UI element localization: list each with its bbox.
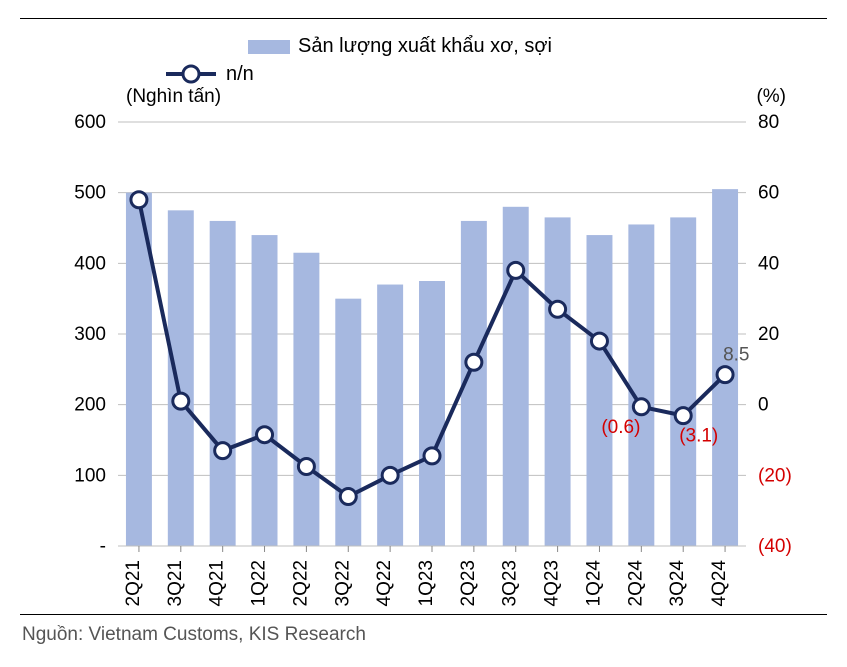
line-marker — [591, 333, 607, 349]
line-marker — [424, 448, 440, 464]
x-category: 3Q22 — [332, 560, 353, 606]
legend-line-marker — [183, 66, 199, 82]
y-right-tick: 0 — [758, 395, 769, 416]
x-category: 1Q23 — [416, 560, 437, 606]
bar — [419, 281, 445, 546]
bar — [628, 224, 654, 546]
y-left-tick: 600 — [74, 112, 106, 133]
legend: Sản lượng xuất khẩu xơ, sợi n/n — [166, 35, 552, 85]
x-category: 2Q24 — [625, 560, 646, 607]
bar — [335, 299, 361, 546]
y-right-tick: 80 — [758, 112, 779, 133]
x-category: 2Q21 — [123, 560, 144, 606]
y-left-tick: 500 — [74, 183, 106, 204]
y-right-tick: (40) — [758, 536, 792, 557]
x-category: 1Q24 — [583, 560, 604, 607]
data-label: (3.1) — [679, 426, 718, 447]
line-marker — [298, 459, 314, 475]
y-right-tick: 40 — [758, 253, 779, 274]
bar — [293, 253, 319, 546]
bar — [168, 210, 194, 546]
y-left-title: (Nghìn tấn) — [126, 86, 221, 107]
x-category: 3Q23 — [500, 560, 521, 606]
y-left-tick: 200 — [74, 395, 106, 416]
x-category: 2Q22 — [290, 560, 311, 606]
line-marker — [382, 467, 398, 483]
y-right-tick: 60 — [758, 183, 779, 204]
source-text: Nguồn: Vietnam Customs, KIS Research — [22, 624, 366, 646]
bar — [377, 285, 403, 546]
line-marker — [550, 301, 566, 317]
y-right-tick: (20) — [758, 465, 792, 486]
x-category: 2Q23 — [458, 560, 479, 606]
x-category: 3Q21 — [165, 560, 186, 606]
bar — [252, 235, 278, 546]
bar — [210, 221, 236, 546]
x-category: 4Q24 — [709, 560, 730, 607]
bar — [545, 217, 571, 546]
y-right-title: (%) — [756, 86, 786, 107]
line-marker — [257, 427, 273, 443]
x-category: 4Q23 — [542, 560, 563, 606]
data-label: 8.5 — [723, 345, 749, 366]
export-chart: - 100 200 300 400 500 600 (40) (20) 0 20 40 60 80 2Q21… — [0, 0, 847, 667]
line-marker — [466, 354, 482, 370]
line-marker — [508, 262, 524, 278]
bar — [503, 207, 529, 546]
line-marker — [633, 399, 649, 415]
chart-container: - 100 200 300 400 500 600 (40) (20) 0 20 40 60 80 2Q21… — [0, 0, 847, 667]
y-left-tick: 100 — [74, 465, 106, 486]
data-label: (0.6) — [601, 417, 640, 438]
line-marker — [675, 408, 691, 424]
bar — [586, 235, 612, 546]
y-left-tick: 300 — [74, 324, 106, 345]
bar — [670, 217, 696, 546]
x-category: 4Q21 — [207, 560, 228, 606]
bottom-rule — [20, 614, 827, 615]
x-category: 4Q22 — [374, 560, 395, 606]
top-rule — [20, 18, 827, 19]
line-marker — [173, 393, 189, 409]
legend-line-label: n/n — [226, 63, 254, 85]
x-category: 3Q24 — [667, 560, 688, 607]
line-marker — [131, 192, 147, 208]
x-category: 1Q22 — [249, 560, 270, 606]
legend-bar-swatch — [248, 40, 290, 54]
line-marker — [717, 367, 733, 383]
line-marker — [340, 489, 356, 505]
y-right-tick: 20 — [758, 324, 779, 345]
y-left-tick: 400 — [74, 253, 106, 274]
legend-bar-label: Sản lượng xuất khẩu xơ, sợi — [298, 35, 552, 57]
y-left-tick: - — [100, 536, 106, 557]
line-marker — [215, 443, 231, 459]
